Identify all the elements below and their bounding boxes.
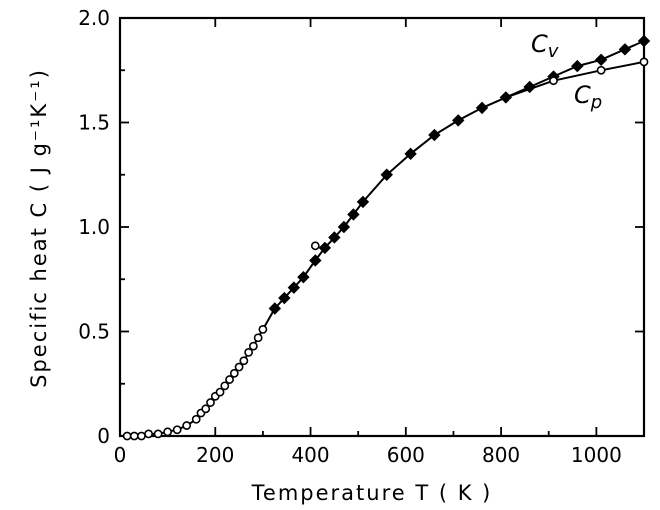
cv-point xyxy=(618,43,632,56)
data-points xyxy=(122,34,651,441)
x-axis-title: Temperature T ( K ) xyxy=(251,481,493,505)
x-tick-label: 600 xyxy=(387,443,425,467)
x-tick-label: 400 xyxy=(291,443,329,467)
plot-frame xyxy=(118,16,646,438)
cv-point xyxy=(404,147,417,161)
cp-label-sub: p xyxy=(590,92,602,113)
cv-point xyxy=(356,195,370,209)
x-tick-label: 0 xyxy=(114,443,127,467)
cv-label-main: C xyxy=(531,30,548,58)
cv-point xyxy=(268,302,282,315)
cp-point xyxy=(244,347,254,357)
cp-point xyxy=(596,65,606,75)
x-tick-label: 200 xyxy=(196,443,234,467)
cv-point xyxy=(523,80,536,94)
cp-point xyxy=(225,375,234,384)
cv-point xyxy=(297,270,310,284)
y-tick-label: 0 xyxy=(97,424,110,448)
cp-point xyxy=(122,431,132,441)
cv-series-label: Cv xyxy=(531,30,559,62)
cv-label-sub: v xyxy=(548,41,559,62)
cv-curve xyxy=(274,40,645,310)
cv-point xyxy=(337,220,351,234)
cp-label-main: C xyxy=(574,81,591,109)
cv-point xyxy=(594,53,608,67)
cp-point xyxy=(144,429,153,439)
cp-point xyxy=(191,414,201,424)
cv-point xyxy=(278,291,291,305)
cv-point xyxy=(475,101,489,115)
cp-point xyxy=(215,387,225,397)
cv-point xyxy=(499,91,513,104)
cv-point xyxy=(380,168,393,181)
cp-point xyxy=(549,76,558,86)
y-axis-title: Specific heat C ( J g⁻¹K⁻¹) xyxy=(27,68,51,388)
cp-point xyxy=(201,404,211,414)
curves xyxy=(127,40,645,437)
cp-point xyxy=(253,333,263,343)
cv-point xyxy=(428,128,441,142)
cv-point xyxy=(309,254,322,267)
cp-point xyxy=(310,241,320,251)
cp-point xyxy=(163,427,173,437)
cp-point xyxy=(182,421,192,430)
cv-point xyxy=(328,231,341,244)
cv-point xyxy=(347,208,360,221)
cp-point xyxy=(639,57,649,67)
cp-point xyxy=(153,429,163,439)
cp-point xyxy=(229,368,239,378)
cp-point xyxy=(137,431,146,441)
cp-point xyxy=(172,425,182,435)
y-tick-label: 2.0 xyxy=(78,6,110,30)
cp-point xyxy=(129,431,139,441)
cv-point xyxy=(571,59,584,73)
cp-point xyxy=(220,381,230,391)
y-tick-label: 1.0 xyxy=(78,215,110,239)
axes: 0 200 400 600 800 1000 0 0.5 1.0 1.5 2.0 xyxy=(78,6,646,467)
cp-point xyxy=(248,341,258,351)
cp-point xyxy=(234,362,244,372)
x-tick-label: 1000 xyxy=(571,443,622,467)
cv-point xyxy=(452,114,465,127)
cv-point xyxy=(637,34,651,48)
cp-series-label: Cp xyxy=(574,81,602,113)
y-tick-label: 1.5 xyxy=(78,111,110,135)
cp-point xyxy=(206,398,215,407)
cv-point xyxy=(318,241,332,255)
cv-point xyxy=(287,281,301,294)
cp-point xyxy=(239,356,249,366)
y-tick-label: 0.5 xyxy=(78,320,110,344)
x-tick-label: 800 xyxy=(482,443,520,467)
cp-point xyxy=(258,325,268,334)
